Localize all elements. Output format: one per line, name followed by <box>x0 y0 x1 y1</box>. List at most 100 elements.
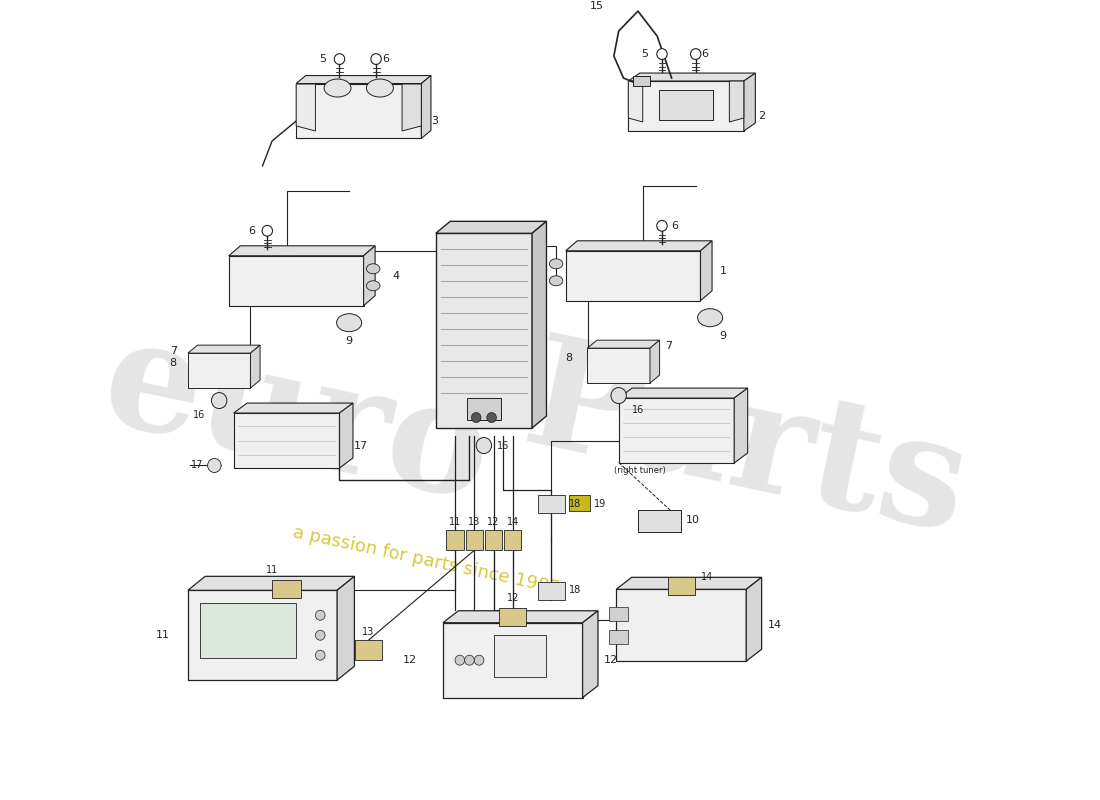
Text: 10: 10 <box>686 515 700 526</box>
Text: 4: 4 <box>393 270 399 281</box>
Bar <box>504 530 521 550</box>
Bar <box>499 608 526 626</box>
Text: 18: 18 <box>569 586 581 595</box>
Text: euro: euro <box>90 307 503 534</box>
Text: 6: 6 <box>672 221 679 231</box>
Text: 14: 14 <box>701 572 713 582</box>
Circle shape <box>262 226 273 236</box>
Polygon shape <box>734 388 748 463</box>
Text: 5: 5 <box>319 54 326 64</box>
Polygon shape <box>583 610 598 698</box>
Polygon shape <box>616 578 761 590</box>
Bar <box>485 530 503 550</box>
Text: 15: 15 <box>590 1 604 11</box>
Bar <box>494 635 547 677</box>
Bar <box>569 495 590 511</box>
Bar <box>272 580 301 598</box>
Text: 12: 12 <box>507 594 519 603</box>
Circle shape <box>316 610 326 620</box>
Text: 11: 11 <box>266 566 278 575</box>
Polygon shape <box>436 234 532 428</box>
Polygon shape <box>532 222 547 428</box>
Text: 16: 16 <box>194 410 206 419</box>
Bar <box>638 510 681 532</box>
Polygon shape <box>188 576 354 590</box>
Text: 5: 5 <box>641 49 649 59</box>
Text: 17: 17 <box>354 441 368 450</box>
Text: 7: 7 <box>664 341 672 350</box>
Circle shape <box>476 438 492 454</box>
Text: 6: 6 <box>702 49 708 59</box>
Bar <box>609 607 628 622</box>
Text: 14: 14 <box>507 518 519 527</box>
Text: 6: 6 <box>249 226 255 236</box>
Text: 13: 13 <box>469 518 481 527</box>
Polygon shape <box>565 250 701 301</box>
Circle shape <box>334 54 344 65</box>
Text: 7: 7 <box>169 346 177 356</box>
Ellipse shape <box>366 281 379 290</box>
Text: 11: 11 <box>449 518 461 527</box>
Text: 9: 9 <box>345 336 353 346</box>
Text: 18: 18 <box>569 499 581 510</box>
Ellipse shape <box>549 258 563 269</box>
Polygon shape <box>616 590 746 661</box>
Circle shape <box>316 650 326 660</box>
Polygon shape <box>229 246 375 256</box>
Circle shape <box>657 49 668 59</box>
Polygon shape <box>746 578 761 661</box>
Polygon shape <box>296 84 316 131</box>
Polygon shape <box>188 353 251 388</box>
Bar <box>200 603 296 658</box>
Polygon shape <box>188 345 260 353</box>
Text: Parts: Parts <box>513 326 981 565</box>
Bar <box>466 398 502 419</box>
Polygon shape <box>628 81 744 131</box>
Bar <box>538 495 564 514</box>
Circle shape <box>472 413 481 422</box>
Polygon shape <box>701 241 712 301</box>
Ellipse shape <box>366 79 394 97</box>
Text: 2: 2 <box>758 111 766 121</box>
Ellipse shape <box>697 309 723 326</box>
Polygon shape <box>744 73 756 131</box>
Polygon shape <box>337 576 354 680</box>
Polygon shape <box>233 403 353 413</box>
Text: a passion for parts since 1985: a passion for parts since 1985 <box>290 523 561 598</box>
Ellipse shape <box>549 276 563 286</box>
Text: 11: 11 <box>156 630 170 640</box>
Polygon shape <box>233 413 340 468</box>
Circle shape <box>474 655 484 665</box>
Bar <box>659 90 713 120</box>
Polygon shape <box>403 84 421 131</box>
Polygon shape <box>587 340 660 348</box>
Polygon shape <box>618 398 734 463</box>
Text: 19: 19 <box>594 499 606 510</box>
Text: 12: 12 <box>487 518 499 527</box>
Circle shape <box>371 54 382 65</box>
Ellipse shape <box>337 314 362 332</box>
Text: 12: 12 <box>403 655 417 666</box>
Polygon shape <box>618 388 748 398</box>
Polygon shape <box>340 403 353 468</box>
Polygon shape <box>587 348 650 383</box>
Circle shape <box>610 387 626 403</box>
Circle shape <box>657 221 668 231</box>
Polygon shape <box>296 83 421 138</box>
Polygon shape <box>188 590 337 680</box>
Polygon shape <box>436 222 547 234</box>
Polygon shape <box>628 81 642 122</box>
Circle shape <box>208 458 221 473</box>
Text: 12: 12 <box>604 655 618 666</box>
Bar <box>447 530 464 550</box>
Bar <box>668 578 695 595</box>
Polygon shape <box>650 340 660 383</box>
Text: 16: 16 <box>632 405 645 414</box>
Ellipse shape <box>366 264 379 274</box>
Circle shape <box>691 49 701 59</box>
Text: (right tuner): (right tuner) <box>614 466 666 475</box>
Polygon shape <box>565 241 712 250</box>
Text: 1: 1 <box>719 266 727 276</box>
Bar <box>609 630 628 644</box>
Circle shape <box>487 413 496 422</box>
